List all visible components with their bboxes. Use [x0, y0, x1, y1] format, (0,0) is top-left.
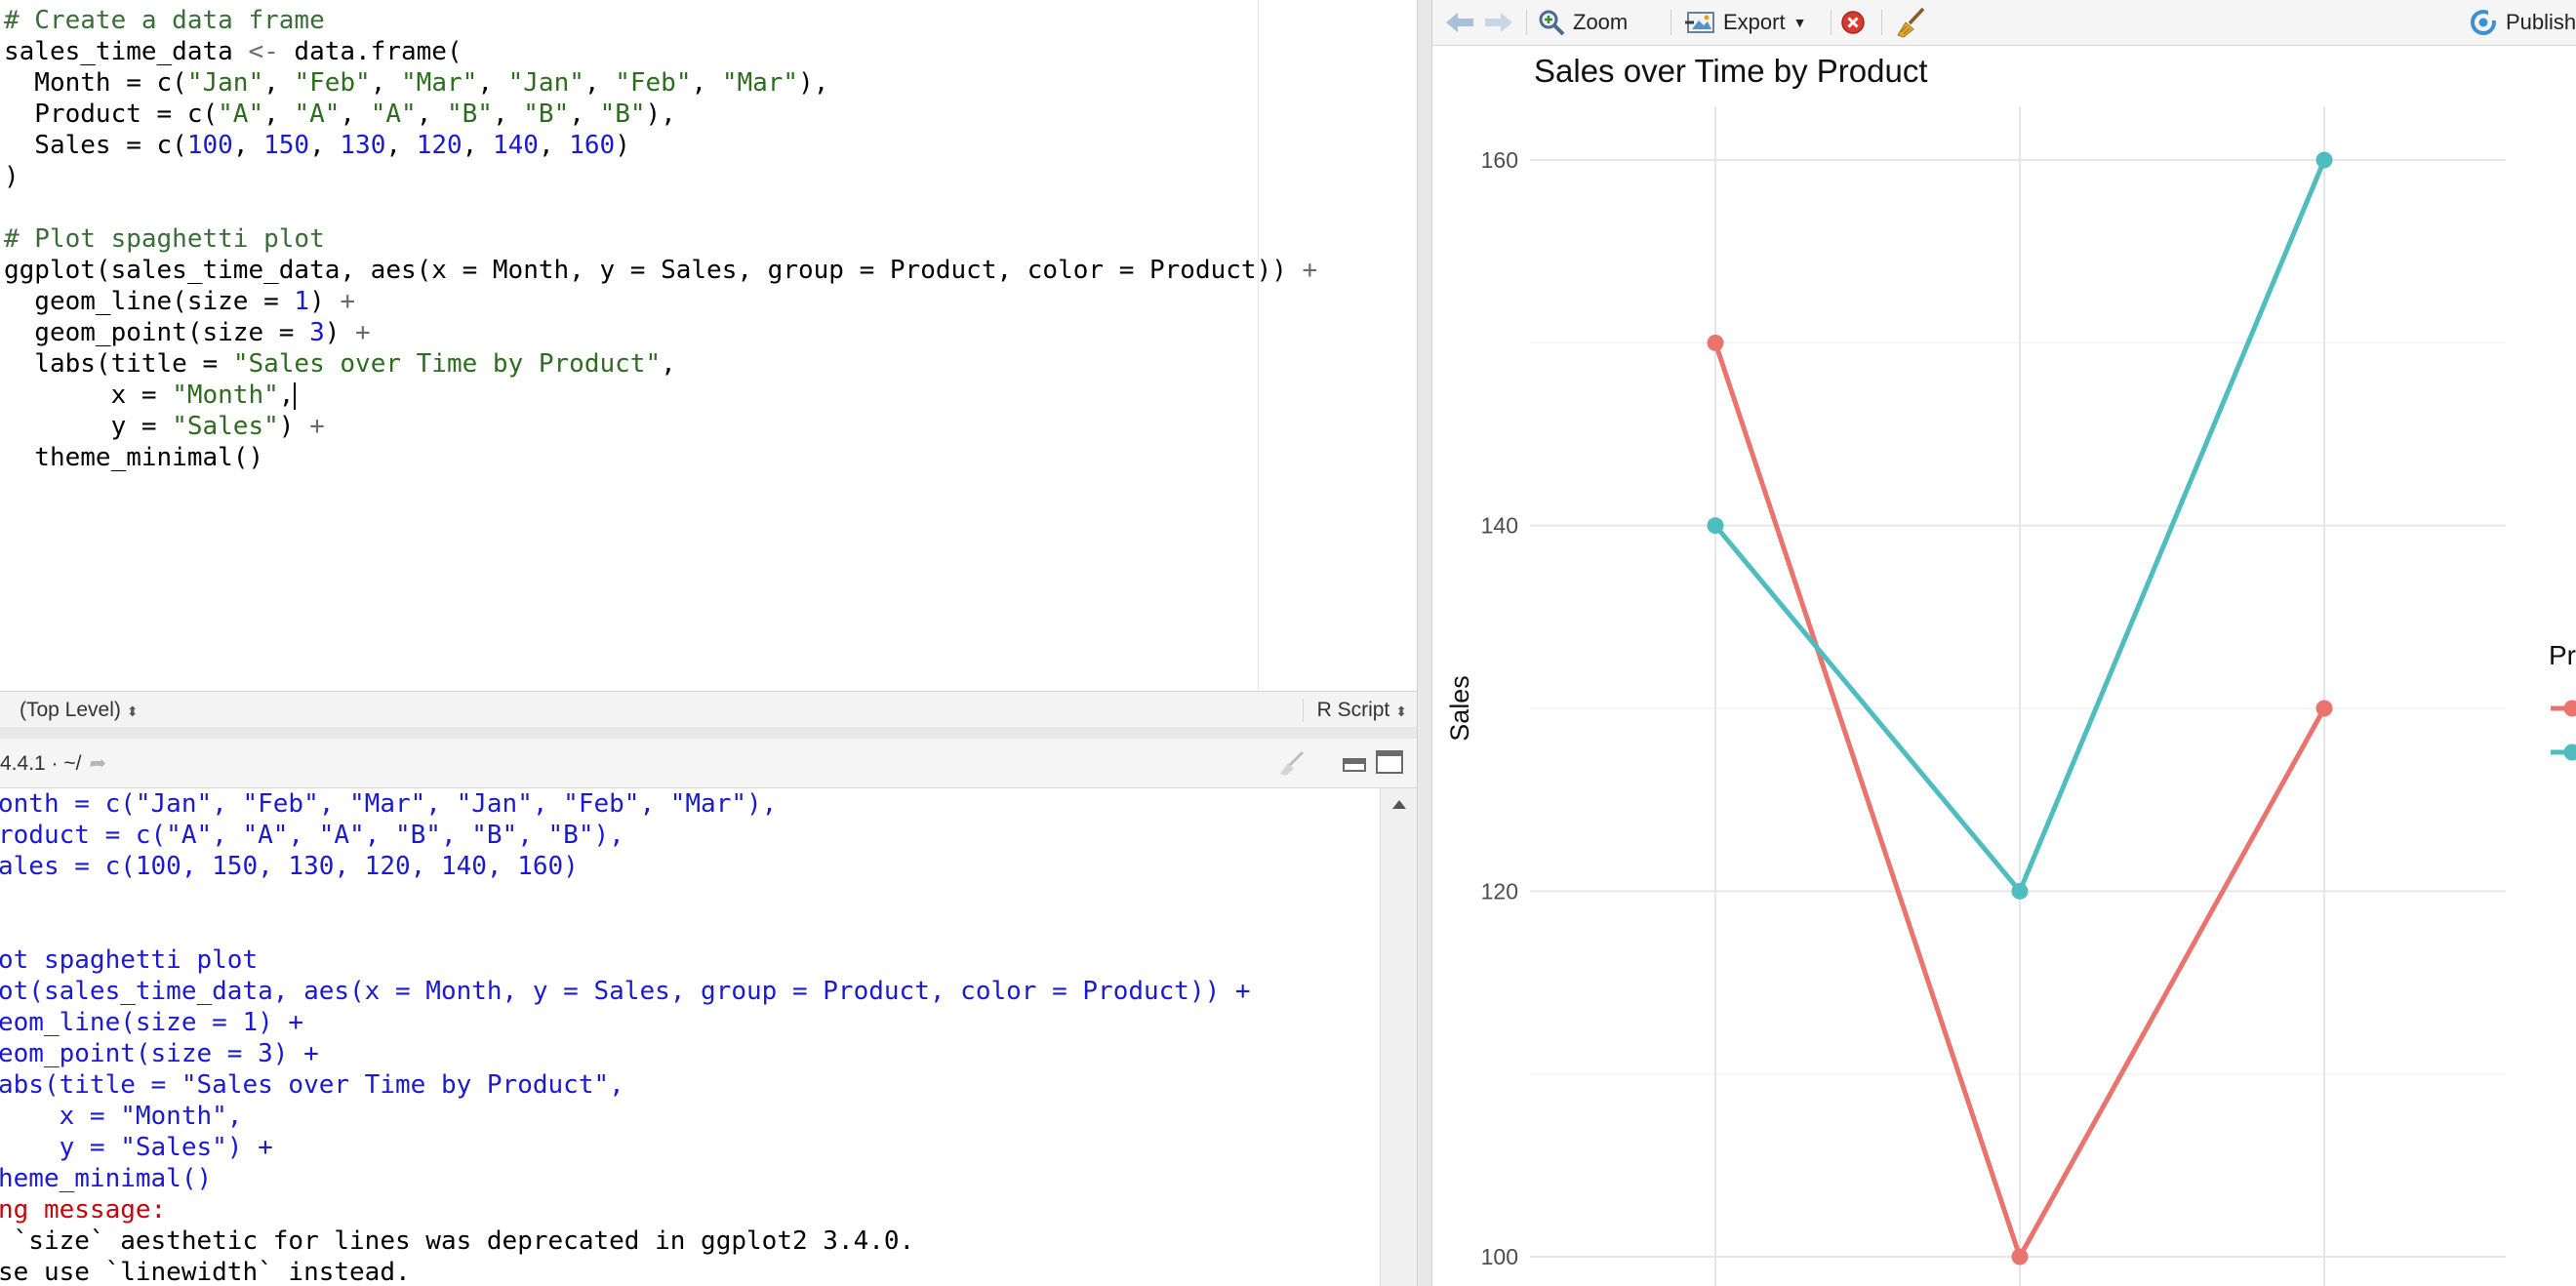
- code-line: [4, 192, 1317, 223]
- code-line: Product = c("A", "A", "A", "B", "B", "B"…: [4, 100, 676, 129]
- code-line: Month = c("Jan", "Feb", "Mar", "Jan", "F…: [4, 68, 829, 98]
- console-warning-line: ng message:: [0, 1195, 167, 1225]
- toolbar-separator: [1881, 10, 1882, 35]
- zoom-button[interactable]: Zoom: [1538, 0, 1628, 45]
- code-line: theme_minimal(): [4, 443, 264, 472]
- console-input-line: ales = c(100, 150, 130, 120, 140, 160): [0, 852, 579, 881]
- console-header: 4.4.1 · ~/ ➦: [0, 739, 1417, 788]
- console-output-line: `size` aesthetic for lines was deprecate…: [0, 1226, 915, 1256]
- console-input-line: [0, 882, 1251, 913]
- ggplot-chart: 100 120 140 160 Sales over Time by Product Sa…: [1445, 53, 2576, 1286]
- console-input-line: heme_minimal(): [0, 1164, 213, 1193]
- r-version-label: 4.4.1 · ~/: [0, 752, 82, 775]
- export-icon: [1685, 12, 1714, 33]
- plot-viewer: 100 120 140 160 Sales over Time by Product Sa…: [1432, 46, 2576, 1286]
- y-tick-label: 100: [1481, 1244, 1518, 1269]
- chart-title: Sales over Time by Product: [1534, 53, 1928, 89]
- script-editor[interactable]: # Create a data frame sales_time_data <-…: [0, 0, 1417, 691]
- console-input-line: abs(title = "Sales over Time by Product"…: [0, 1070, 624, 1100]
- code-line: geom_point(size = 3) +: [4, 318, 371, 347]
- chevron-down-icon: ▼: [1792, 15, 1807, 30]
- console-version: 4.4.1 · ~/ ➦: [0, 751, 106, 776]
- broom-icon: [1897, 7, 1925, 38]
- remove-plot-button[interactable]: [1840, 0, 1866, 45]
- text-cursor: [294, 382, 297, 410]
- console-input-line: eom_point(size = 3) +: [0, 1039, 319, 1068]
- legend-key-point: [2563, 743, 2576, 761]
- data-point: [2011, 1248, 2029, 1266]
- console-output[interactable]: onth = c("Jan", "Feb", "Mar", "Jan", "Fe…: [0, 788, 1380, 1286]
- zoom-icon: [1539, 10, 1565, 36]
- arrow-right-icon: [1485, 13, 1512, 32]
- editor-status-bar: (Top Level) ⬍ R Script ⬍: [0, 691, 1417, 728]
- code-line: ggplot(sales_time_data, aes(x = Month, y…: [4, 256, 1318, 285]
- arrow-left-icon: [1446, 13, 1473, 32]
- scroll-up-icon[interactable]: [1392, 800, 1406, 809]
- plot-forward-button[interactable]: [1483, 0, 1514, 45]
- updown-icon: ⬍: [126, 703, 139, 719]
- publish-icon: [2471, 9, 2498, 35]
- y-tick-label: 140: [1481, 513, 1518, 539]
- console-input-line: ot spaghetti plot: [0, 945, 259, 975]
- code-line: y = "Sales") +: [4, 412, 325, 441]
- remove-plot-icon: [1841, 11, 1865, 34]
- minimize-pane-button[interactable]: [1343, 758, 1366, 772]
- y-axis-label: Sales: [1445, 675, 1474, 742]
- plot-toolbar: Zoom Export ▼ Pub: [1432, 0, 2576, 46]
- console-scrollbar[interactable]: [1380, 788, 1418, 1286]
- zoom-label: Zoom: [1573, 10, 1629, 34]
- publish-label: Publish: [2506, 10, 2576, 34]
- clear-console-icon[interactable]: [1276, 750, 1306, 776]
- export-menu-button[interactable]: Export ▼: [1684, 0, 1806, 45]
- export-label: Export: [1723, 10, 1786, 34]
- vertical-splitter[interactable]: [1417, 0, 1432, 1286]
- maximize-pane-button[interactable]: [1376, 750, 1403, 774]
- legend-title: Pr: [2549, 640, 2576, 670]
- toolbar-separator: [1670, 10, 1671, 35]
- file-type-label: R Script: [1316, 699, 1390, 721]
- code-line: Sales = c(100, 150, 130, 120, 140, 160): [4, 131, 630, 160]
- code-line: sales_time_data <- data.frame(: [4, 37, 463, 66]
- console-input-line: roduct = c("A", "A", "A", "B", "B", "B")…: [0, 821, 624, 850]
- data-point: [2315, 151, 2333, 169]
- console-input-line: y = "Sales") +: [0, 1133, 273, 1162]
- data-point: [2011, 882, 2029, 900]
- code-line: geom_line(size = 1) +: [4, 287, 356, 316]
- horizontal-splitter[interactable]: [0, 727, 1417, 739]
- code-area[interactable]: # Create a data frame sales_time_data <-…: [4, 5, 1317, 473]
- console-input-line: eom_line(size = 1) +: [0, 1008, 304, 1037]
- code-line: ): [4, 162, 20, 191]
- console-lines: onth = c("Jan", "Feb", "Mar", "Jan", "Fe…: [0, 788, 1251, 1286]
- data-point: [2315, 700, 2333, 717]
- toolbar-separator: [1526, 10, 1527, 35]
- clear-all-plots-button[interactable]: [1895, 0, 1926, 45]
- file-type-selector[interactable]: R Script ⬍: [1302, 699, 1407, 722]
- console-output-line: se use `linewidth` instead.: [0, 1258, 411, 1286]
- y-tick-label: 120: [1481, 878, 1518, 904]
- scope-label: (Top Level): [20, 699, 121, 721]
- publish-button[interactable]: Publish: [2469, 0, 2576, 45]
- code-line: labs(title = "Sales over Time by Product…: [4, 349, 676, 379]
- code-line: # Create a data frame: [4, 6, 325, 35]
- console-input-line: x = "Month",: [0, 1102, 243, 1131]
- console-input-line: ot(sales_time_data, aes(x = Month, y = S…: [0, 977, 1251, 1006]
- y-tick-label: 160: [1481, 147, 1518, 173]
- goto-dir-icon[interactable]: ➦: [89, 752, 107, 775]
- code-line: # Plot spaghetti plot: [4, 224, 325, 254]
- console-input-line: [0, 913, 1251, 944]
- data-point: [1707, 517, 1724, 535]
- plot-back-button[interactable]: [1444, 0, 1475, 45]
- data-point: [1707, 334, 1724, 351]
- code-line: x = "Month",: [4, 381, 297, 410]
- editor-margin-line: [1258, 0, 1259, 691]
- scope-selector[interactable]: (Top Level) ⬍: [20, 699, 139, 722]
- legend-key-point: [2563, 700, 2576, 717]
- updown-icon: ⬍: [1395, 703, 1407, 719]
- console-input-line: onth = c("Jan", "Feb", "Mar", "Jan", "Fe…: [0, 789, 778, 819]
